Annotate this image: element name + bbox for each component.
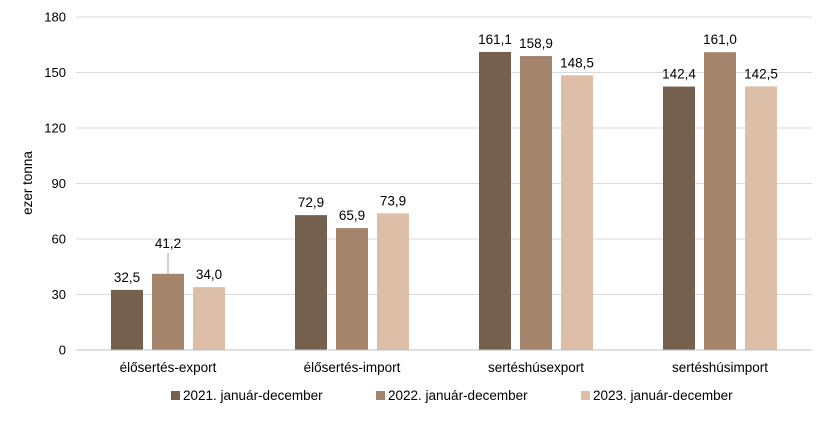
bar [479, 51, 511, 351]
legend-swatch [581, 391, 590, 400]
data-label: 34,0 [196, 267, 222, 282]
y-tick-label: 90 [52, 176, 66, 191]
bar [111, 289, 143, 350]
data-label: 73,9 [380, 193, 406, 208]
data-label: 41,2 [155, 236, 181, 251]
legend: 2021. január-december 2022. január-decemb… [171, 388, 733, 403]
legend-swatch [171, 391, 180, 400]
bar [520, 56, 552, 350]
gridlines [76, 16, 812, 295]
legend-item: 2023. január-december [581, 388, 733, 403]
y-tick-label: 60 [52, 232, 66, 247]
bar [704, 52, 736, 351]
bar [295, 215, 327, 350]
x-category-label: sertéshúsimport [672, 360, 768, 375]
bar [336, 228, 368, 350]
data-label: 148,5 [560, 55, 594, 70]
y-tick-label: 150 [44, 65, 66, 80]
data-label: 65,9 [339, 208, 365, 223]
y-tick-label: 180 [44, 10, 66, 25]
bars [111, 51, 777, 351]
data-label: 32,5 [114, 270, 140, 285]
x-category-label: élősertés-export [120, 360, 217, 375]
data-label: 158,9 [519, 36, 553, 51]
bar [663, 86, 695, 350]
data-label: 161,1 [478, 32, 512, 47]
data-label: 142,4 [662, 67, 696, 82]
x-category-label: sertéshúsexport [488, 360, 584, 375]
y-axis-label: ezer tonna [20, 151, 35, 215]
legend-item: 2021. január-december [171, 388, 323, 403]
x-axis-categories: élősertés-export élősertés-import sertéshú… [120, 360, 769, 375]
data-label: 161,0 [703, 32, 737, 47]
bar [745, 86, 777, 350]
y-tick-label: 120 [44, 121, 66, 136]
data-labels: 32,5 41,2 34,0 72,9 65,9 73,9 161,1 158,9 148,5 1… [114, 32, 778, 285]
legend-swatch [376, 391, 385, 400]
bar [377, 213, 409, 350]
legend-label: 2022. január-december [388, 388, 528, 403]
data-label: 72,9 [298, 195, 324, 210]
bar [561, 75, 593, 351]
legend-label: 2021. január-december [183, 388, 323, 403]
bar [193, 287, 225, 350]
y-tick-label: 30 [52, 287, 66, 302]
legend-item: 2022. január-december [376, 388, 528, 403]
y-axis-ticks: 0 30 60 90 120 150 180 [44, 10, 66, 358]
y-tick-label: 0 [59, 343, 66, 358]
legend-label: 2023. január-december [593, 388, 733, 403]
bar [152, 273, 184, 350]
data-label: 142,5 [744, 66, 778, 81]
x-category-label: élősertés-import [304, 360, 401, 375]
